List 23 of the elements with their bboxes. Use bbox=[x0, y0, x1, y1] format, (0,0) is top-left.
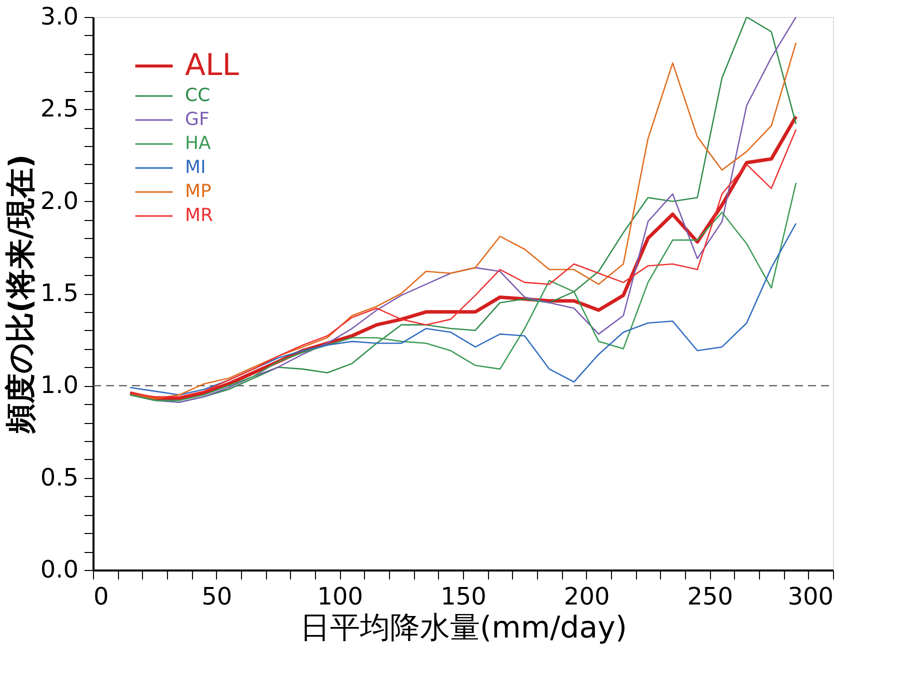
x-tick-label: 150 bbox=[440, 582, 486, 610]
y-tick-label: 1.0 bbox=[40, 371, 78, 400]
x-tick-label: 100 bbox=[317, 582, 364, 610]
x-tick-label: 300 bbox=[788, 582, 834, 610]
y-axis-title: 頻度の比(将来/現在) bbox=[3, 154, 38, 435]
legend-label: GF bbox=[185, 109, 210, 130]
x-tick-label: 50 bbox=[202, 582, 232, 610]
legend-label: HA bbox=[185, 133, 212, 154]
y-tick-label: 3.0 bbox=[40, 2, 78, 30]
y-tick-label: 2.5 bbox=[40, 94, 78, 123]
y-tick-label: 2.0 bbox=[40, 186, 78, 215]
legend-label: MP bbox=[185, 181, 212, 202]
y-tick-label: 0.0 bbox=[40, 556, 78, 584]
x-tick-label: 0 bbox=[94, 582, 109, 610]
y-tick-label: 0.5 bbox=[40, 463, 78, 492]
x-axis-title: 日平均降水量(mm/day) bbox=[300, 610, 628, 646]
legend-label: MR bbox=[185, 205, 214, 226]
legend-label: CC bbox=[185, 85, 210, 106]
y-tick-label: 1.5 bbox=[40, 279, 78, 307]
legend-label: MI bbox=[185, 157, 206, 178]
x-tick-label: 200 bbox=[564, 582, 610, 610]
legend-label: ALL bbox=[185, 48, 240, 83]
x-tick-label: 250 bbox=[687, 582, 734, 610]
